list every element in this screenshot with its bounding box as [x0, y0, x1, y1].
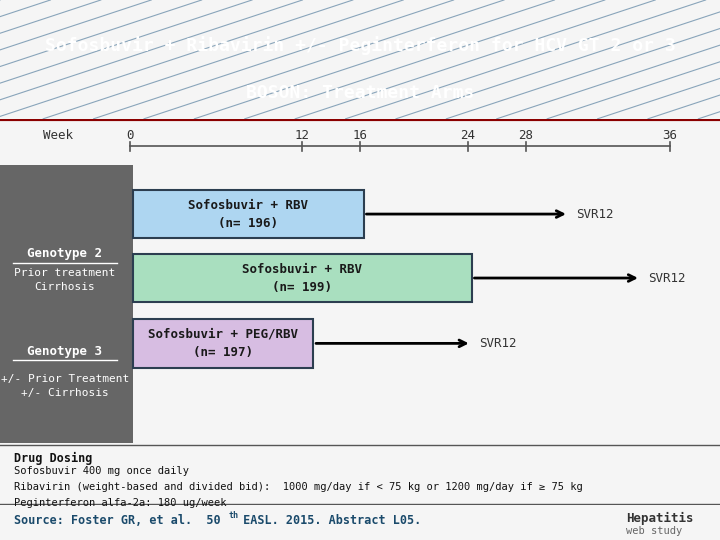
- Text: Sofosbuvir 400 mg once daily: Sofosbuvir 400 mg once daily: [14, 466, 189, 476]
- Text: Prior treatment
Cirrhosis: Prior treatment Cirrhosis: [14, 268, 115, 292]
- Text: Drug Dosing: Drug Dosing: [14, 452, 93, 465]
- Text: 36: 36: [662, 129, 677, 142]
- Text: SVR12: SVR12: [648, 272, 685, 285]
- FancyBboxPatch shape: [133, 254, 472, 302]
- Text: +/- Prior Treatment
+/- Cirrhosis: +/- Prior Treatment +/- Cirrhosis: [1, 374, 129, 398]
- Text: Hepatitis: Hepatitis: [626, 512, 694, 525]
- Text: Sofosbuvir + Ribavirin +/- Peginterferon for HCV GT 2 or 3: Sofosbuvir + Ribavirin +/- Peginterferon…: [45, 36, 675, 55]
- Text: Genotype 3: Genotype 3: [27, 345, 102, 357]
- Text: Sofosbuvir + PEG/RBV
(n= 197): Sofosbuvir + PEG/RBV (n= 197): [148, 328, 298, 359]
- Text: 12: 12: [295, 129, 310, 142]
- Text: Genotype 2: Genotype 2: [27, 247, 102, 260]
- Text: web study: web study: [626, 526, 683, 536]
- Text: Source: Foster GR, et al.  50: Source: Foster GR, et al. 50: [14, 514, 221, 527]
- Text: BOSON: Treatment Arms: BOSON: Treatment Arms: [246, 84, 474, 102]
- Text: SVR12: SVR12: [576, 207, 613, 220]
- Text: Week: Week: [42, 129, 73, 142]
- Text: 24: 24: [461, 129, 475, 142]
- Text: 16: 16: [353, 129, 367, 142]
- Text: SVR12: SVR12: [479, 337, 516, 350]
- Text: Ribavirin (weight-based and divided bid):  1000 mg/day if < 75 kg or 1200 mg/day: Ribavirin (weight-based and divided bid)…: [14, 482, 583, 492]
- Text: EASL. 2015. Abstract L05.: EASL. 2015. Abstract L05.: [236, 514, 421, 527]
- FancyBboxPatch shape: [0, 165, 133, 443]
- Text: 0: 0: [126, 129, 133, 142]
- Text: Sofosbuvir + RBV
(n= 196): Sofosbuvir + RBV (n= 196): [189, 199, 308, 230]
- FancyBboxPatch shape: [133, 190, 364, 238]
- Text: 28: 28: [518, 129, 533, 142]
- Text: Sofosbuvir + RBV
(n= 199): Sofosbuvir + RBV (n= 199): [243, 262, 362, 294]
- Text: th: th: [229, 511, 239, 520]
- FancyBboxPatch shape: [133, 319, 313, 368]
- Text: Peginterferon alfa-2a: 180 ug/week: Peginterferon alfa-2a: 180 ug/week: [14, 498, 227, 508]
